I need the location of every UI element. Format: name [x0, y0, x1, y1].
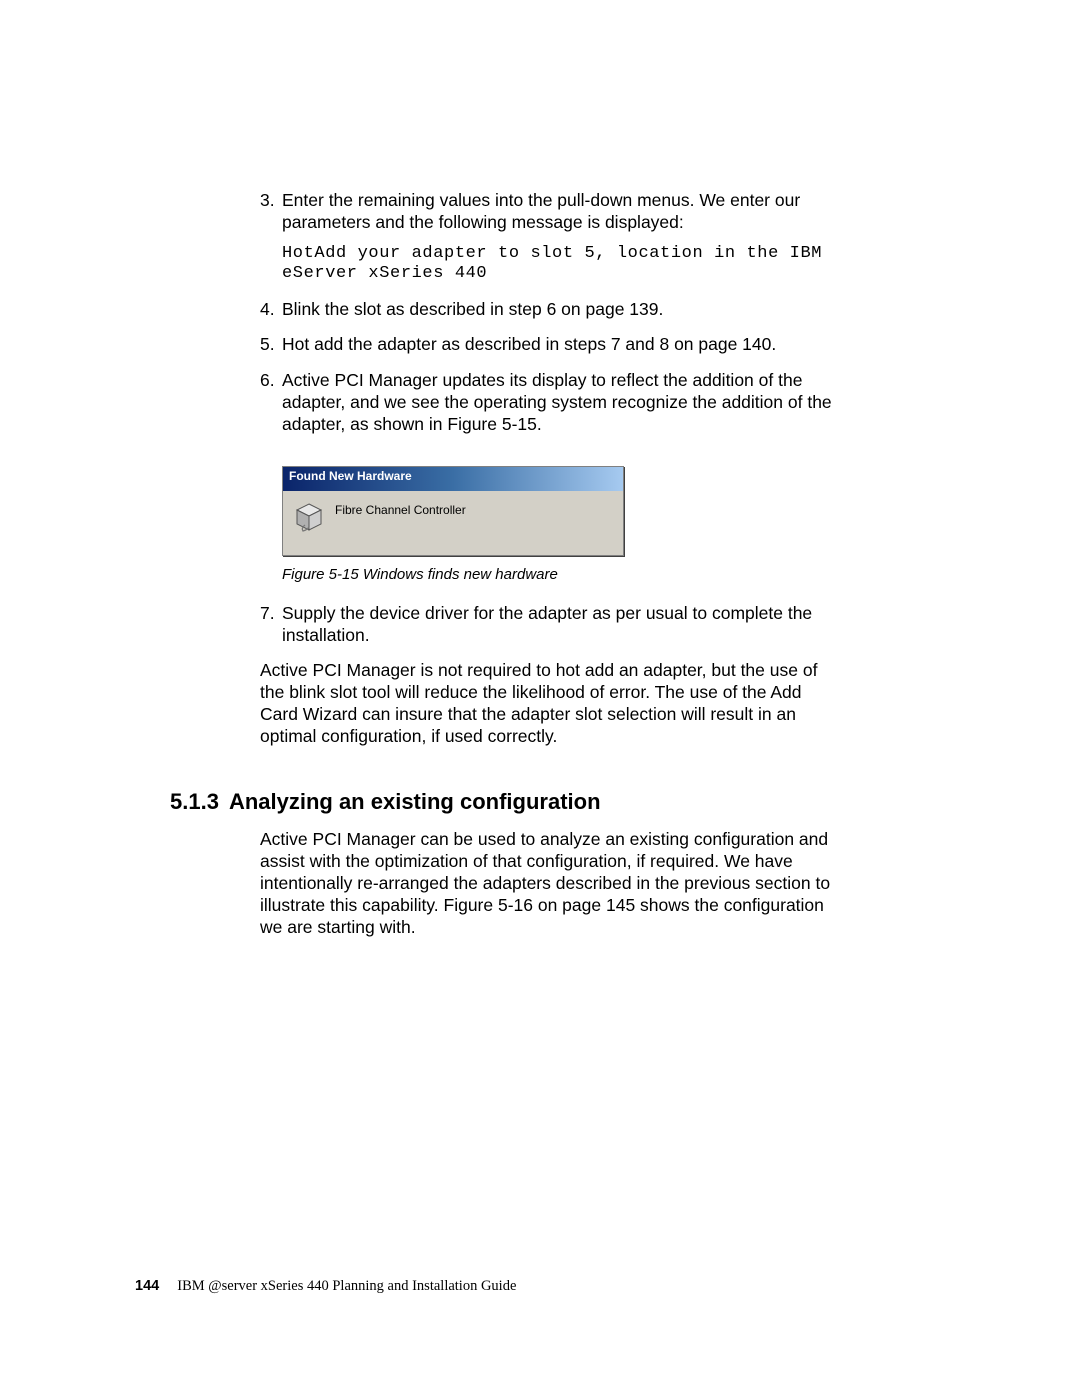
step-3: 3. Enter the remaining values into the p… — [260, 190, 840, 285]
step-4: 4. Blink the slot as described in step 6… — [260, 299, 840, 321]
page-number: 144 — [135, 1278, 159, 1294]
section-body: Active PCI Manager can be used to analyz… — [260, 829, 840, 938]
footer-brand-pre: IBM — [177, 1278, 208, 1294]
step-number: 7. — [260, 603, 275, 625]
page: 3. Enter the remaining values into the p… — [0, 0, 1080, 1397]
step-5: 5. Hot add the adapter as described in s… — [260, 334, 840, 356]
step-number: 3. — [260, 190, 275, 212]
step-number: 6. — [260, 370, 275, 392]
section-heading-5-1-3: 5.1.3 Analyzing an existing configuration — [170, 788, 840, 816]
section-body-column: Active PCI Manager can be used to analyz… — [260, 829, 840, 938]
step-text: Supply the device driver for the adapter… — [282, 603, 812, 645]
step-text: Active PCI Manager updates its display t… — [282, 370, 832, 434]
figure-5-15: Found New Hardware Fibre Channel Control… — [282, 466, 840, 556]
step-text: Blink the slot as described in step 6 on… — [282, 299, 663, 319]
hardware-icon — [293, 501, 325, 533]
found-new-hardware-dialog: Found New Hardware Fibre Channel Control… — [282, 466, 624, 556]
paragraph-active-pci: Active PCI Manager is not required to ho… — [260, 660, 840, 748]
step-text: Hot add the adapter as described in step… — [282, 334, 776, 354]
dialog-device-label: Fibre Channel Controller — [325, 501, 466, 518]
step-7: 7. Supply the device driver for the adap… — [260, 603, 840, 647]
step-text: Enter the remaining values into the pull… — [282, 190, 800, 232]
footer-brand-at: @server — [208, 1278, 257, 1294]
section-title: Analyzing an existing configuration — [229, 789, 601, 814]
figure-caption: Figure 5-15 Windows finds new hardware — [282, 566, 840, 585]
dialog-body: Fibre Channel Controller — [283, 491, 623, 555]
page-footer: 144 IBM @server xSeries 440 Planning and… — [135, 1277, 516, 1295]
code-output: HotAdd your adapter to slot 5, location … — [282, 244, 840, 285]
dialog-titlebar: Found New Hardware — [283, 467, 623, 491]
steps-list-cont: 7. Supply the device driver for the adap… — [260, 603, 840, 647]
step-number: 5. — [260, 334, 275, 356]
footer-brand-post: xSeries 440 Planning and Installation Gu… — [257, 1278, 516, 1294]
step-number: 4. — [260, 299, 275, 321]
section-number: 5.1.3 — [170, 788, 219, 816]
steps-list: 3. Enter the remaining values into the p… — [260, 190, 840, 436]
step-6: 6. Active PCI Manager updates its displa… — [260, 370, 840, 436]
body-column: 3. Enter the remaining values into the p… — [260, 190, 840, 748]
